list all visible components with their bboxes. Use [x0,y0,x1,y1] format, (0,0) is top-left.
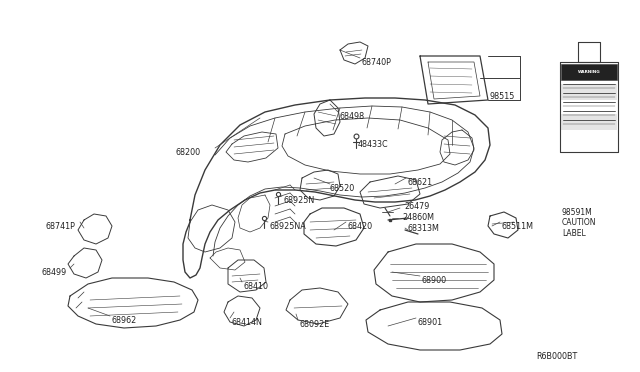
Text: 68741P: 68741P [46,222,76,231]
Bar [561,114,617,130]
Text: 68621: 68621 [408,178,433,187]
Text: 68414N: 68414N [232,318,263,327]
Text: 98591M
CAUTION
LABEL: 98591M CAUTION LABEL [562,208,596,238]
Text: 68901: 68901 [418,318,443,327]
Bar [561,64,617,80]
Text: 68420: 68420 [348,222,373,231]
Bar [561,84,617,100]
Text: 68313M: 68313M [408,224,440,233]
Text: 68410: 68410 [244,282,269,291]
Text: 68925NA: 68925NA [270,222,307,231]
Text: 68200: 68200 [175,148,200,157]
Text: 26479: 26479 [404,202,429,211]
Text: WARNING: WARNING [578,70,600,74]
Text: 68900: 68900 [422,276,447,285]
Text: 68925N: 68925N [284,196,316,205]
Text: R6B000BT: R6B000BT [536,352,577,361]
Text: 48433C: 48433C [358,140,388,149]
Text: 68498: 68498 [340,112,365,121]
Text: 68520: 68520 [330,184,355,193]
Text: 98515: 98515 [490,92,515,101]
Text: 68962: 68962 [112,316,137,325]
Text: 68499: 68499 [42,268,67,277]
Text: 68740P: 68740P [362,58,392,67]
Text: 68092E: 68092E [300,320,330,329]
Text: 68511M: 68511M [502,222,534,231]
Text: 24860M: 24860M [402,213,434,222]
